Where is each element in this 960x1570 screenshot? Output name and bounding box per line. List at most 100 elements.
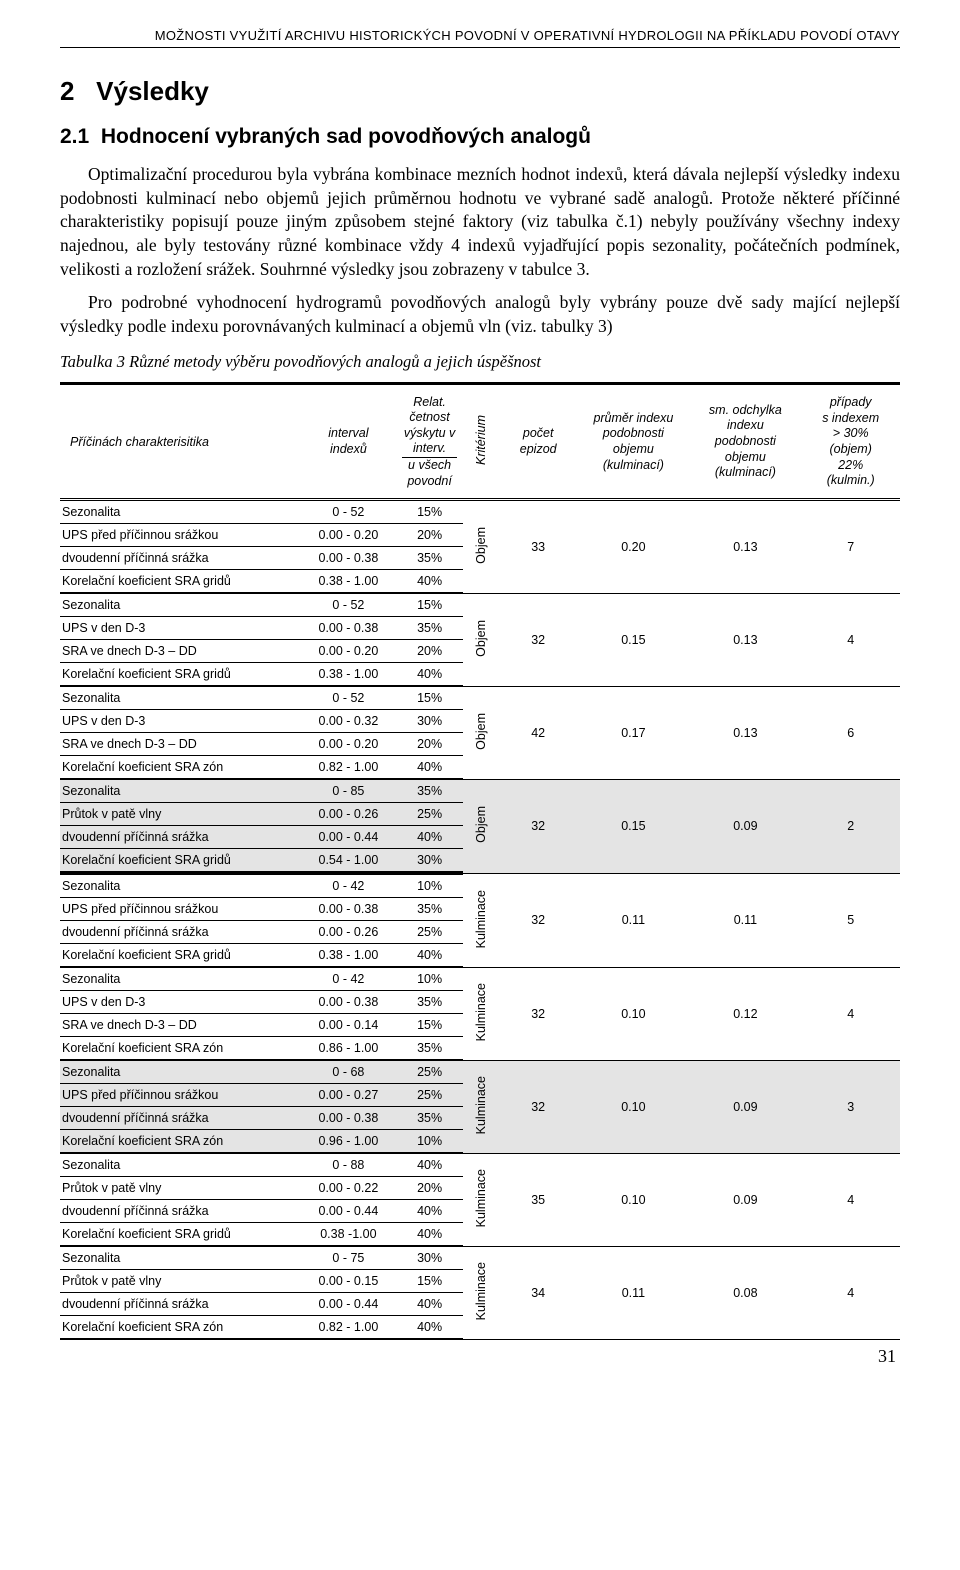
cell-freq: 15% [396,1270,463,1293]
th-prumer: průměr indexu podobnosti objemu (kulmina… [577,384,689,500]
cell-freq: 40% [396,756,463,780]
cell-interval: 0.00 - 0.38 [301,1107,396,1130]
cell-sm: 0.12 [689,967,801,1060]
cell-freq: 25% [396,1084,463,1107]
cell-characteristic: SRA ve dnech D-3 – DD [60,640,301,663]
cell-interval: 0.00 - 0.14 [301,1014,396,1037]
cell-kriterium: Kulminace [463,1060,499,1153]
cell-pripady: 4 [801,967,900,1060]
cell-interval: 0.00 - 0.38 [301,898,396,921]
cell-prumer: 0.15 [577,779,689,873]
cell-interval: 0.86 - 1.00 [301,1037,396,1061]
cell-interval: 0 - 52 [301,500,396,524]
cell-freq: 40% [396,826,463,849]
cell-kriterium: Objem [463,500,499,594]
cell-interval: 0.00 - 0.26 [301,803,396,826]
cell-freq: 20% [396,640,463,663]
cell-interval: 0 - 52 [301,593,396,617]
th-interval: interval indexů [301,384,396,500]
cell-characteristic: UPS před příčinnou srážkou [60,524,301,547]
cell-pripady: 6 [801,686,900,779]
cell-interval: 0.00 - 0.20 [301,524,396,547]
cell-characteristic: dvoudenní příčinná srážka [60,921,301,944]
cell-characteristic: Průtok v patě vlny [60,1177,301,1200]
cell-kriterium: Objem [463,593,499,686]
cell-freq: 20% [396,1177,463,1200]
cell-prumer: 0.11 [577,873,689,967]
cell-characteristic: UPS v den D-3 [60,710,301,733]
cell-sm: 0.11 [689,873,801,967]
th-characteristic: Příčinách charakterisitika [60,384,301,500]
cell-freq: 30% [396,1246,463,1270]
cell-freq: 40% [396,663,463,687]
cell-kriterium: Kulminace [463,967,499,1060]
cell-kriterium: Kulminace [463,1246,499,1339]
section-heading: 2 Výsledky [60,76,900,107]
cell-characteristic: dvoudenní příčinná srážka [60,1107,301,1130]
cell-freq: 35% [396,898,463,921]
cell-interval: 0.00 - 0.38 [301,547,396,570]
cell-interval: 0.00 - 0.15 [301,1270,396,1293]
cell-freq: 35% [396,1107,463,1130]
cell-pocet: 32 [499,1060,577,1153]
cell-kriterium: Kulminace [463,873,499,967]
cell-freq: 30% [396,849,463,874]
cell-pocet: 32 [499,593,577,686]
th-freq: Relat. četnost výskytu v interv. u všech… [396,384,463,500]
cell-characteristic: Korelační koeficient SRA gridů [60,944,301,968]
cell-interval: 0.82 - 1.00 [301,756,396,780]
cell-characteristic: UPS před příčinnou srážkou [60,898,301,921]
th-pripady: případy s indexem > 30% (objem) 22% (kul… [801,384,900,500]
cell-sm: 0.09 [689,779,801,873]
cell-characteristic: Sezonalita [60,873,301,898]
cell-pripady: 5 [801,873,900,967]
cell-interval: 0 - 75 [301,1246,396,1270]
table-row: Sezonalita0 - 6825%Kulminace320.100.093 [60,1060,900,1084]
cell-interval: 0.38 -1.00 [301,1223,396,1247]
cell-characteristic: Sezonalita [60,1060,301,1084]
cell-interval: 0 - 88 [301,1153,396,1177]
cell-freq: 15% [396,500,463,524]
cell-characteristic: Sezonalita [60,593,301,617]
cell-characteristic: Korelační koeficient SRA gridů [60,1223,301,1247]
cell-freq: 10% [396,873,463,898]
cell-characteristic: dvoudenní příčinná srážka [60,826,301,849]
th-sm: sm. odchylka indexu podobnosti objemu (k… [689,384,801,500]
cell-interval: 0.00 - 0.44 [301,826,396,849]
cell-pripady: 4 [801,1246,900,1339]
cell-freq: 40% [396,1153,463,1177]
cell-interval: 0.00 - 0.32 [301,710,396,733]
cell-characteristic: Sezonalita [60,1153,301,1177]
cell-characteristic: Sezonalita [60,1246,301,1270]
cell-characteristic: UPS v den D-3 [60,617,301,640]
subsection-number: 2.1 [60,125,89,148]
results-table: Příčinách charakterisitika interval inde… [60,382,900,1340]
cell-freq: 35% [396,991,463,1014]
cell-characteristic: dvoudenní příčinná srážka [60,1200,301,1223]
cell-interval: 0.00 - 0.20 [301,640,396,663]
cell-characteristic: Korelační koeficient SRA gridů [60,663,301,687]
cell-freq: 15% [396,686,463,710]
cell-interval: 0.00 - 0.27 [301,1084,396,1107]
cell-interval: 0.54 - 1.00 [301,849,396,874]
cell-pocet: 32 [499,779,577,873]
paragraph-1: Optimalizační procedurou byla vybrána ko… [60,163,900,281]
cell-characteristic: Korelační koeficient SRA zón [60,1037,301,1061]
cell-freq: 40% [396,1316,463,1340]
cell-prumer: 0.11 [577,1246,689,1339]
cell-freq: 25% [396,803,463,826]
cell-interval: 0.00 - 0.20 [301,733,396,756]
cell-freq: 15% [396,593,463,617]
cell-kriterium: Objem [463,686,499,779]
cell-interval: 0 - 42 [301,967,396,991]
cell-pripady: 4 [801,1153,900,1246]
cell-pocet: 32 [499,967,577,1060]
cell-characteristic: Průtok v patě vlny [60,803,301,826]
cell-freq: 10% [396,967,463,991]
cell-sm: 0.08 [689,1246,801,1339]
table-row: Sezonalita0 - 8840%Kulminace350.100.094 [60,1153,900,1177]
cell-freq: 40% [396,1200,463,1223]
cell-characteristic: SRA ve dnech D-3 – DD [60,1014,301,1037]
cell-freq: 40% [396,570,463,594]
cell-sm: 0.09 [689,1153,801,1246]
